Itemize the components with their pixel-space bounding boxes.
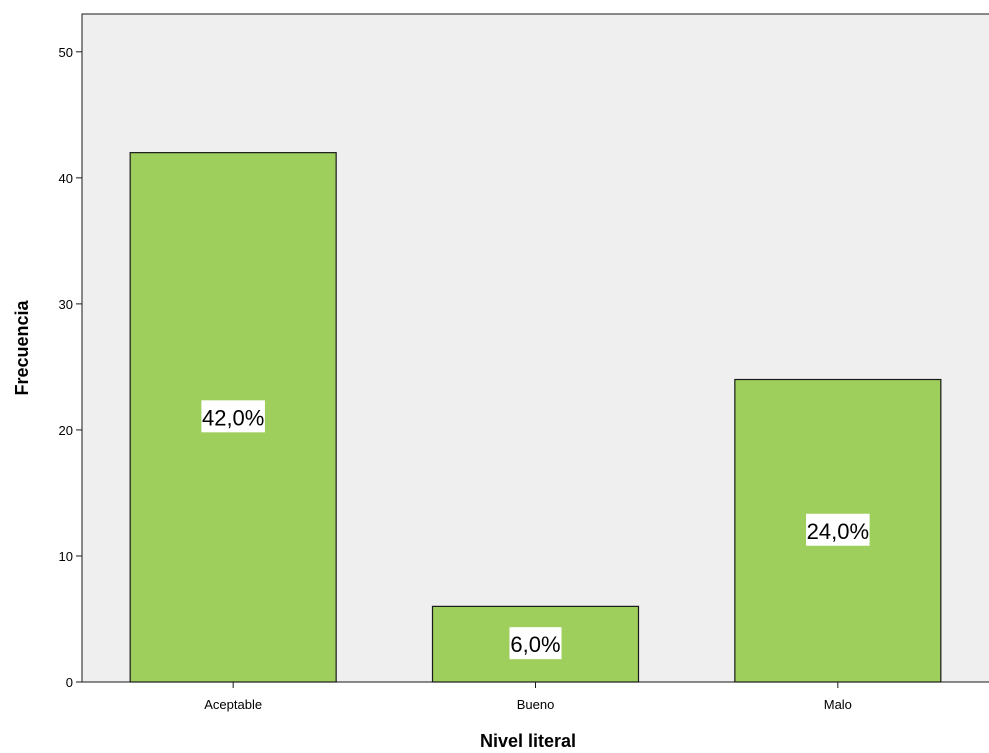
x-axis: Aceptable Bueno Malo [82,681,989,712]
data-label-aceptable: 42,0% [202,405,264,430]
y-tick-label: 0 [66,675,73,690]
y-axis: 0 10 20 30 40 50 [59,14,83,690]
y-tick-label: 50 [59,45,73,60]
y-tick-label: 20 [59,423,73,438]
data-label-box [201,400,265,433]
x-tick-label: Bueno [517,697,555,712]
y-tick-label: 40 [59,171,73,186]
x-tick-label: Malo [824,697,852,712]
data-label-bueno: 6,0% [510,632,560,657]
data-label-malo: 24,0% [807,519,869,544]
data-labels: 42,0% 6,0% 24,0% [201,400,870,660]
x-tick-label: Aceptable [204,697,262,712]
x-axis-title: Nivel literal [480,731,576,751]
data-label-box [806,513,870,546]
y-tick-label: 30 [59,297,73,312]
y-axis-title: Frecuencia [12,299,32,395]
y-tick-label: 10 [59,549,73,564]
data-label-box [509,627,562,660]
